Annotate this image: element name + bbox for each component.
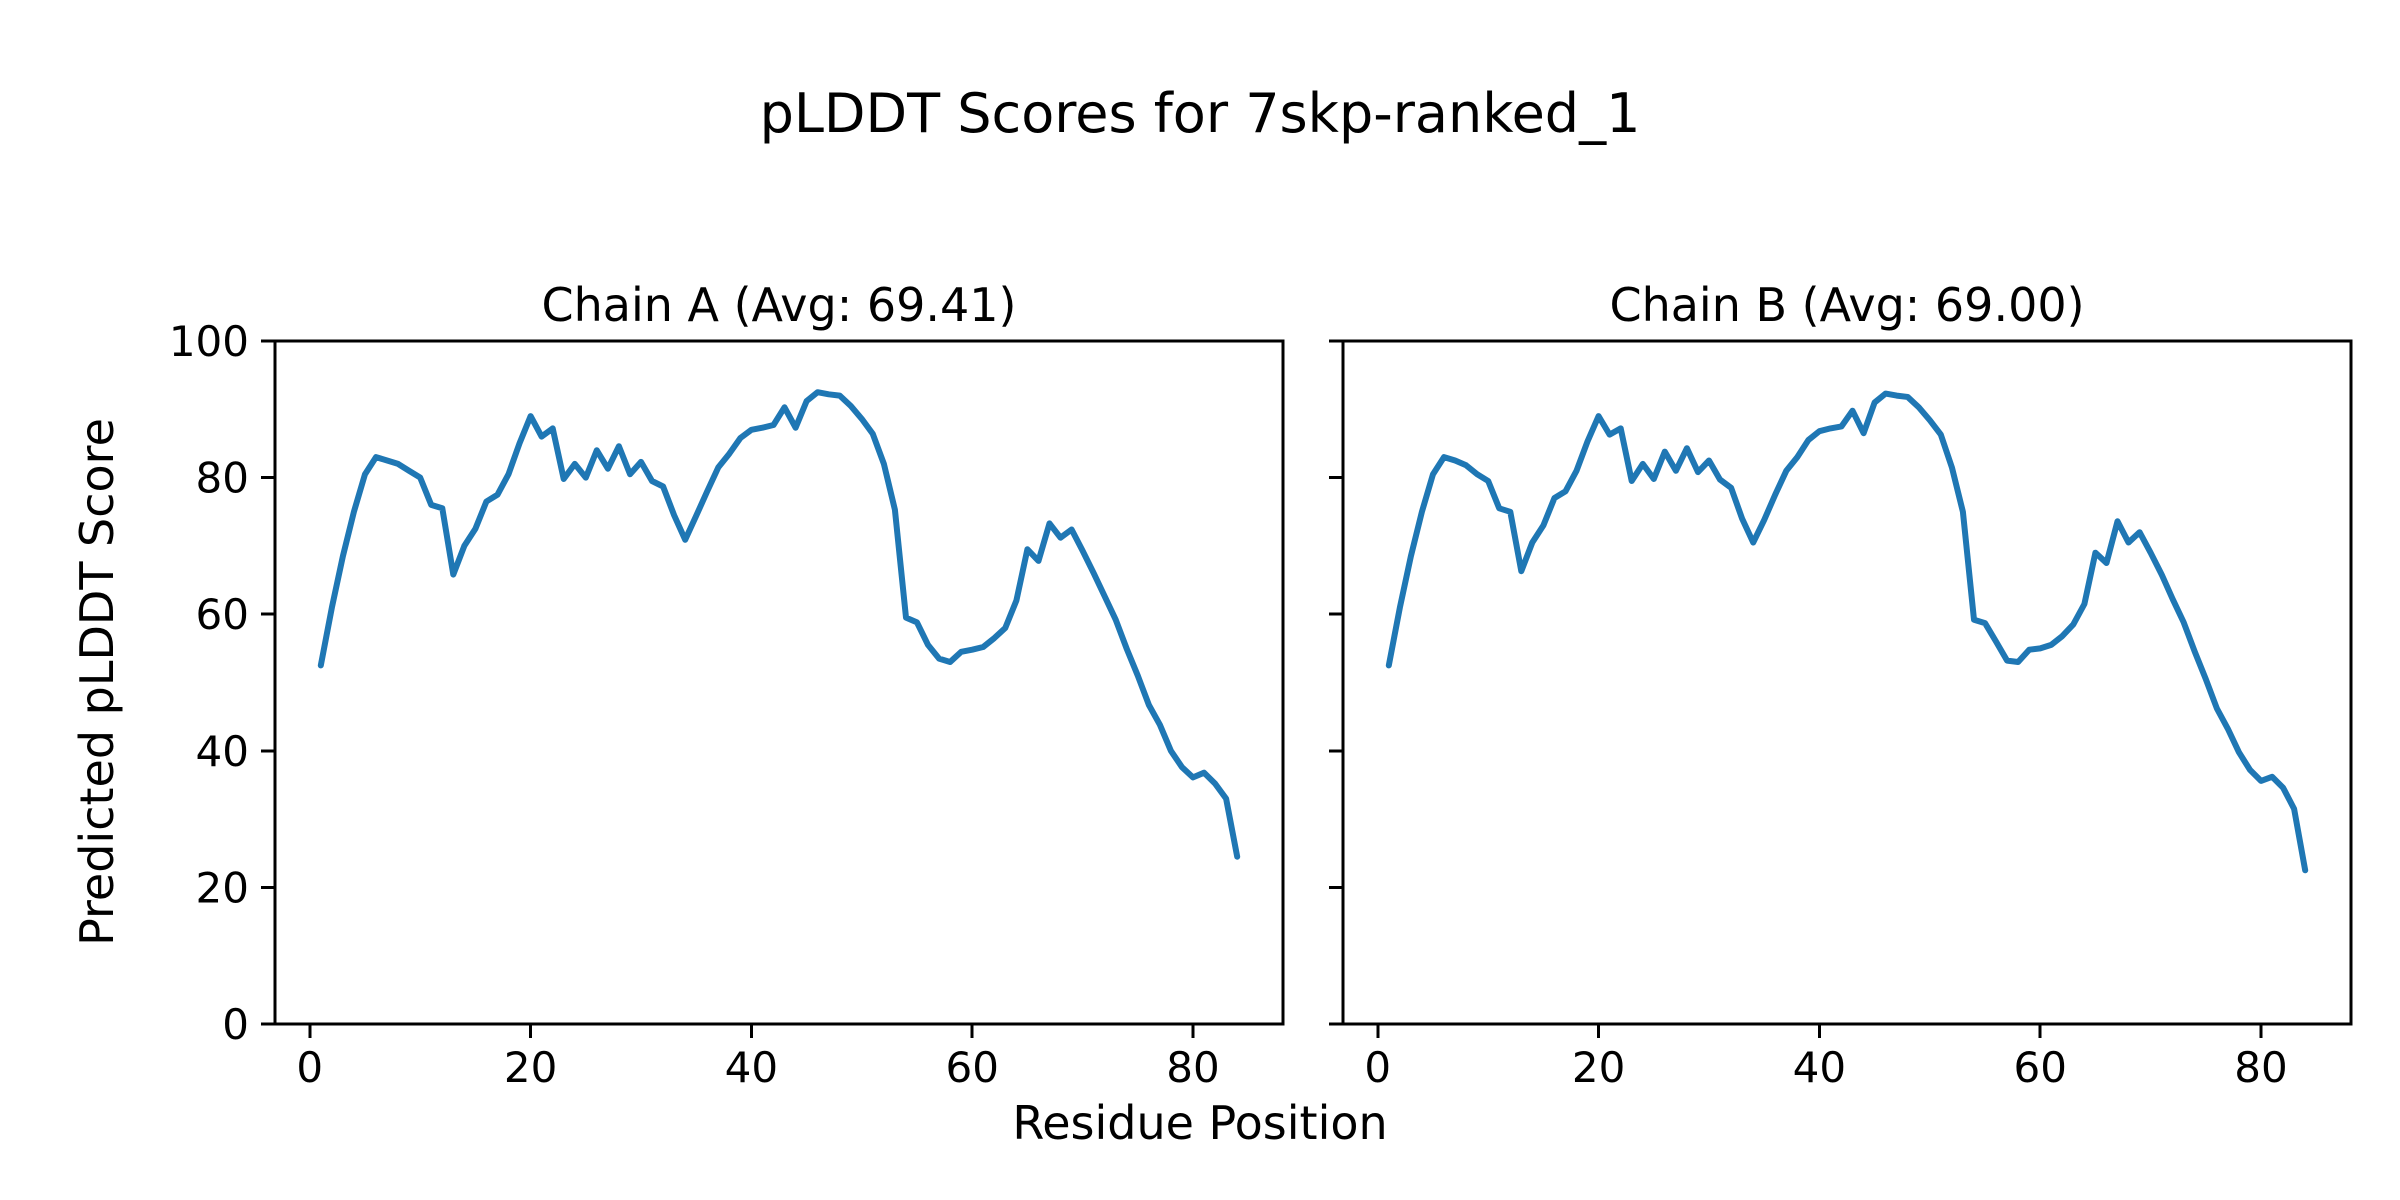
- x-tick-label-chain-b: 20: [1572, 1043, 1625, 1092]
- figure-title: pLDDT Scores for 7skp-ranked_1: [759, 82, 1641, 145]
- x-tick-label-chain-b: 80: [2234, 1043, 2287, 1092]
- x-tick-label-chain-b: 60: [2013, 1043, 2066, 1092]
- x-tick-label-chain-b: 0: [1364, 1043, 1391, 1092]
- plddt-line-chain-a: [317, 389, 1241, 860]
- x-tick-label-chain-a: 60: [945, 1043, 998, 1092]
- x-tick-label-chain-b: 40: [1793, 1043, 1846, 1092]
- y-tick-label-chain-a: 20: [196, 863, 249, 912]
- x-tick-label-chain-a: 40: [725, 1043, 778, 1092]
- plddt-line-chain-b: [1385, 390, 2309, 874]
- axes-spines-chain-a: [273, 339, 1285, 1026]
- x-tick-label-chain-a: 80: [1166, 1043, 1219, 1092]
- subplot-title-chain-b: Chain B (Avg: 69.00): [1609, 278, 2085, 332]
- y-tick-label-chain-a: 40: [196, 727, 249, 776]
- x-tick-label-chain-a: 20: [504, 1043, 557, 1092]
- y-tick-label-chain-a: 80: [196, 454, 249, 503]
- x-tick-label-chain-a: 0: [296, 1043, 323, 1092]
- y-tick-label-chain-a: 100: [169, 317, 249, 366]
- y-tick-label-chain-a: 0: [222, 1000, 249, 1049]
- axes-spines-chain-b: [1341, 339, 2353, 1026]
- x-axis-label: Residue Position: [1012, 1096, 1388, 1150]
- y-tick-label-chain-a: 60: [196, 590, 249, 639]
- subplot-title-chain-a: Chain A (Avg: 69.41): [541, 278, 1017, 332]
